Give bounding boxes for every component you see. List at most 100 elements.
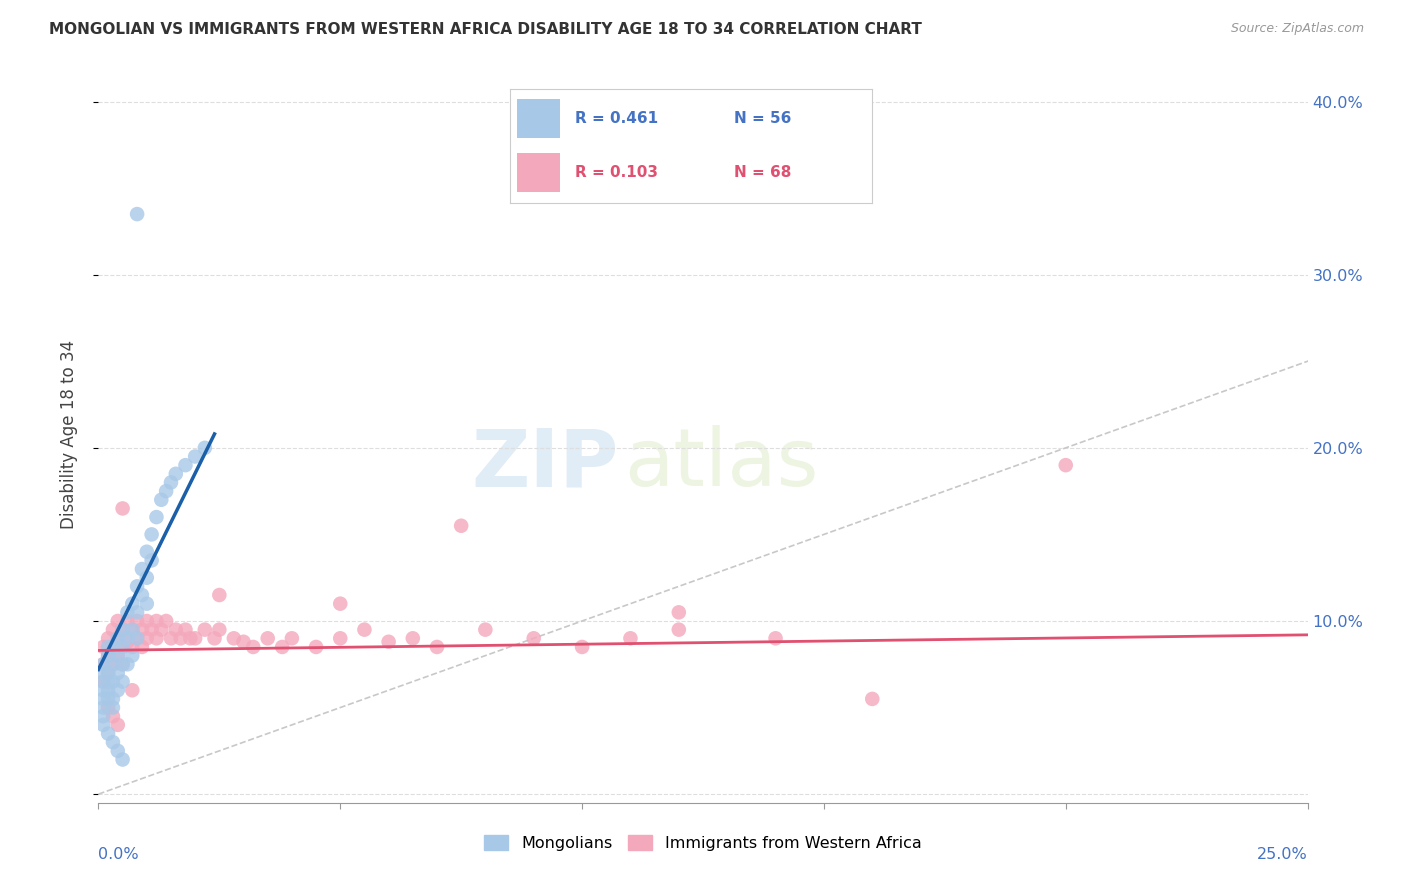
Point — [135, 614, 157, 628]
Point — [101, 674, 124, 689]
Point — [145, 510, 167, 524]
Point — [165, 623, 187, 637]
Point — [426, 640, 449, 654]
Point — [107, 632, 129, 646]
Point — [131, 623, 153, 637]
Point — [97, 665, 120, 680]
Point — [111, 657, 134, 672]
Point — [402, 632, 425, 646]
Point — [208, 623, 231, 637]
Point — [353, 623, 375, 637]
Point — [127, 614, 149, 628]
Point — [101, 700, 124, 714]
Point — [107, 718, 129, 732]
Point — [135, 597, 157, 611]
Point — [97, 674, 120, 689]
Point — [127, 207, 149, 221]
Point — [107, 648, 129, 663]
Point — [160, 632, 183, 646]
Point — [101, 657, 124, 672]
Point — [111, 640, 134, 654]
Point — [97, 692, 120, 706]
Point — [107, 648, 129, 663]
Point — [91, 692, 114, 706]
Point — [117, 634, 139, 648]
Point — [121, 640, 143, 654]
Point — [765, 632, 787, 646]
Point — [121, 623, 143, 637]
Point — [97, 648, 120, 663]
Point — [101, 709, 124, 723]
Point — [101, 623, 124, 637]
Point — [117, 632, 139, 646]
Point — [474, 623, 496, 637]
Point — [121, 683, 143, 698]
Point — [107, 665, 129, 680]
Point — [121, 648, 143, 663]
Point — [107, 632, 129, 646]
Point — [668, 605, 690, 619]
Point — [155, 614, 177, 628]
Point — [184, 632, 207, 646]
Point — [121, 597, 143, 611]
Point — [131, 562, 153, 576]
Point — [101, 640, 124, 654]
Point — [91, 657, 114, 672]
Point — [619, 632, 641, 646]
Point — [329, 632, 352, 646]
Text: atlas: atlas — [624, 425, 818, 503]
Y-axis label: Disability Age 18 to 34: Disability Age 18 to 34 — [59, 340, 77, 530]
Point — [91, 674, 114, 689]
Point — [117, 614, 139, 628]
Point — [111, 640, 134, 654]
Text: MONGOLIAN VS IMMIGRANTS FROM WESTERN AFRICA DISABILITY AGE 18 TO 34 CORRELATION : MONGOLIAN VS IMMIGRANTS FROM WESTERN AFR… — [49, 22, 922, 37]
Point — [111, 657, 134, 672]
Point — [127, 632, 149, 646]
Text: ZIP: ZIP — [471, 425, 619, 503]
Point — [131, 588, 153, 602]
Point — [97, 700, 120, 714]
Point — [204, 632, 226, 646]
Point — [165, 467, 187, 481]
Point — [222, 632, 245, 646]
Point — [107, 744, 129, 758]
Point — [97, 726, 120, 740]
Point — [97, 648, 120, 663]
Point — [91, 657, 114, 672]
Point — [271, 640, 294, 654]
Point — [111, 623, 134, 637]
Point — [111, 623, 134, 637]
Legend: Mongolians, Immigrants from Western Africa: Mongolians, Immigrants from Western Afri… — [478, 829, 928, 857]
Point — [450, 518, 472, 533]
Point — [184, 450, 207, 464]
Point — [91, 674, 114, 689]
Point — [91, 640, 114, 654]
Point — [111, 752, 134, 766]
Point — [135, 571, 157, 585]
Point — [208, 588, 231, 602]
Point — [169, 632, 191, 646]
Point — [174, 458, 197, 472]
Point — [145, 632, 167, 646]
Point — [131, 640, 153, 654]
Point — [194, 623, 217, 637]
Point — [242, 640, 264, 654]
Point — [91, 683, 114, 698]
Point — [135, 545, 157, 559]
Point — [150, 623, 173, 637]
Point — [155, 484, 177, 499]
Point — [174, 623, 197, 637]
Point — [91, 700, 114, 714]
Point — [150, 492, 173, 507]
Point — [668, 623, 690, 637]
Point — [281, 632, 304, 646]
Point — [121, 623, 143, 637]
Point — [107, 614, 129, 628]
Point — [111, 674, 134, 689]
Point — [377, 634, 399, 648]
Point — [523, 632, 546, 646]
Point — [111, 501, 134, 516]
Text: 25.0%: 25.0% — [1257, 847, 1308, 862]
Point — [141, 527, 163, 541]
Point — [329, 597, 352, 611]
